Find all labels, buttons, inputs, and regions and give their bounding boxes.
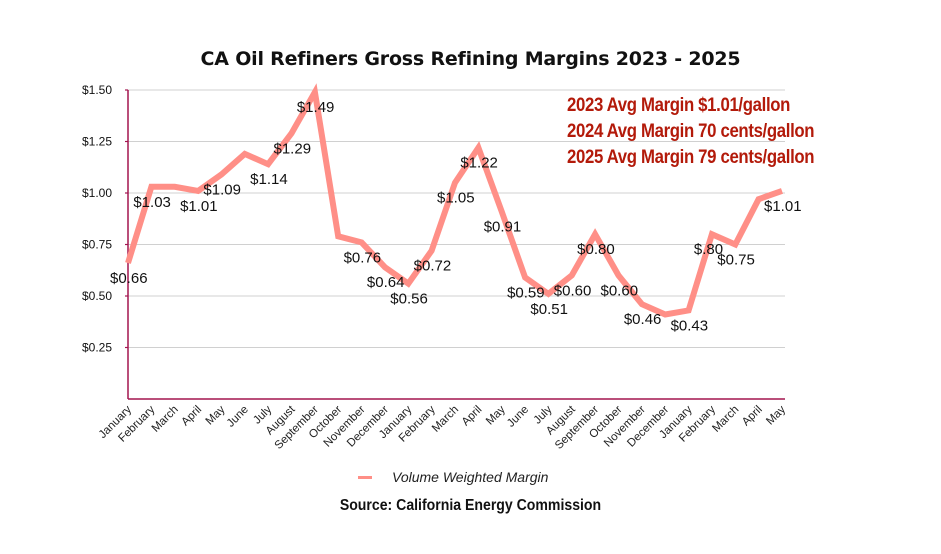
source-note: Source: California Energy Commission [0,497,941,515]
chart-title: CA Oil Refiners Gross Refining Margins 2… [200,48,741,70]
annotation-2023-avg: 2023 Avg Margin $1.01/gallon [567,94,791,116]
data-label: $0.80 [577,241,615,258]
x-tick-label: May [484,403,508,427]
data-label: $0.56 [390,291,428,308]
data-label: $1.03 [133,194,171,211]
y-tick-label: $0.25 [82,341,112,355]
data-label: $0.75 [717,252,755,269]
data-label: $0.60 [554,282,592,299]
data-label: $0.59 [507,284,545,301]
data-label: $1.05 [437,190,475,207]
legend: Volume Weighted Margin [358,469,548,485]
data-label: $0.51 [530,301,568,318]
data-label: $0.64 [367,274,405,291]
data-label: $0.66 [110,270,148,287]
x-tick-label: May [764,403,788,427]
data-label: $1.01 [180,198,218,215]
data-label: $1.49 [297,99,335,116]
y-tick-label: $1.25 [82,135,112,149]
y-tick-label: $0.50 [82,289,112,303]
x-tick-label: April [740,404,765,429]
x-tick-label: June [505,404,531,430]
y-tick-label: $0.75 [82,238,112,252]
series-volume-weighted-margin [125,83,784,318]
x-tick-label: April [179,404,204,429]
x-tick-label: March [150,404,181,435]
x-tick-label: June [225,404,251,430]
x-tick-label: April [460,404,485,429]
y-tick-label: $1.50 [82,83,112,97]
data-label: $0.60 [601,282,639,299]
data-label: $0.76 [344,249,382,266]
data-label: $1.14 [250,171,288,188]
data-label: $1.22 [460,155,498,172]
source-text: Source: California Energy Commission [339,497,602,514]
data-label: $1.29 [274,140,312,157]
x-tick-label: March [430,404,461,435]
legend-label: Volume Weighted Margin [392,469,549,485]
annotation-2025-avg: 2025 Avg Margin 79 cents/gallon [567,146,815,168]
data-label: $.80 [694,241,723,258]
y-axis-ticks: $0.25 $0.50 $0.75 $1.00 $1.25 $1.50 [82,83,112,355]
y-tick-label: $1.00 [82,186,112,200]
gridlines [128,89,785,348]
annotation-2024-avg: 2024 Avg Margin 70 cents/gallon [567,120,815,142]
data-label: $0.72 [414,258,452,275]
data-label: $1.01 [764,198,802,215]
x-tick-label: March [710,404,741,435]
axes [125,89,785,400]
data-label: $0.91 [484,219,522,236]
data-label: $1.09 [203,181,241,198]
x-tick-label: May [204,403,228,427]
data-label: $0.46 [624,311,662,328]
data-labels: $0.66$1.03 $1.01$1.09$1.14$1.29$1.49$0.76… [110,99,802,334]
legend-swatch [358,475,372,479]
data-label: $0.43 [671,317,709,334]
